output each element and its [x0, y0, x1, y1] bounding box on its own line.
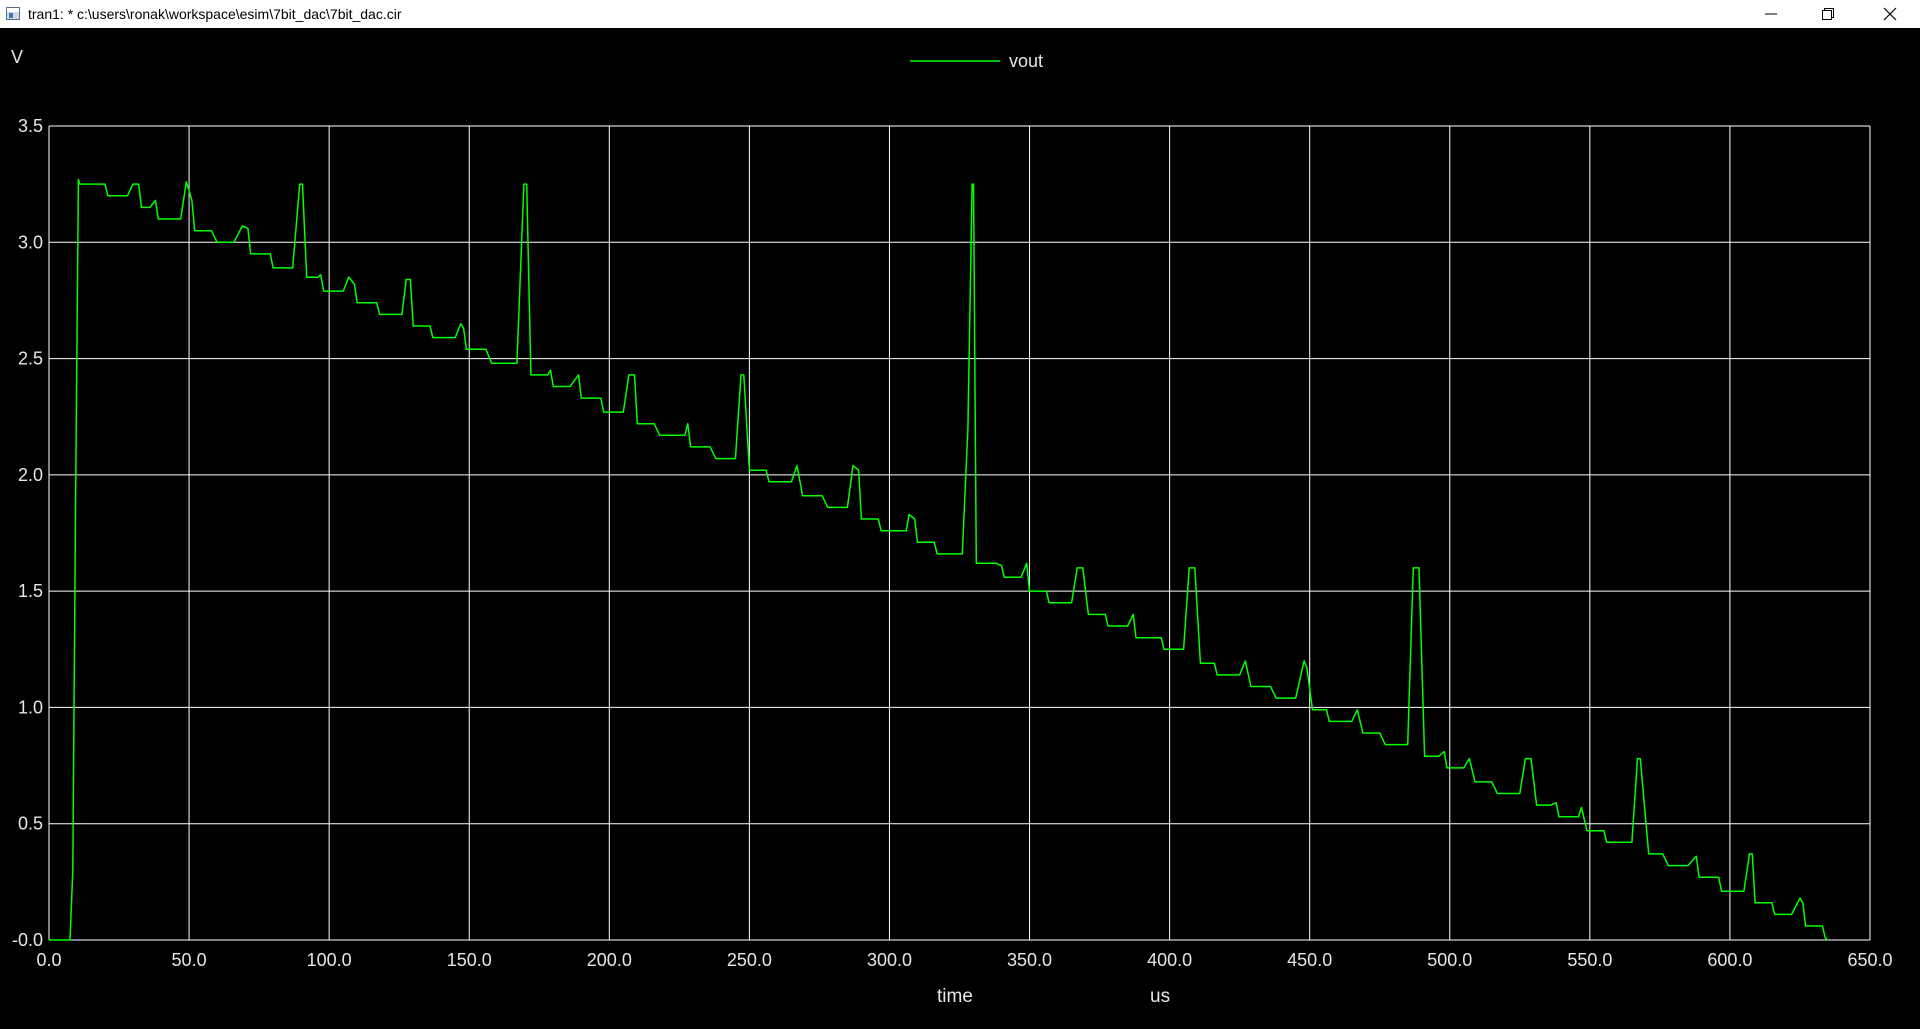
tick-labels: 0.0 50.0 100.0 150.0 200.0 250.0 300.0 350.0 400…	[12, 116, 1893, 970]
app-icon	[6, 7, 20, 20]
x-tick-label: 250.0	[727, 950, 772, 970]
y-tick-label: 2.0	[18, 465, 43, 485]
restore-button[interactable]	[1800, 0, 1856, 28]
x-tick-label: 500.0	[1427, 950, 1472, 970]
x-tick-label: 600.0	[1707, 950, 1752, 970]
x-tick-label: 100.0	[307, 950, 352, 970]
x-tick-label: 450.0	[1287, 950, 1332, 970]
y-axis-label: V	[11, 47, 23, 67]
x-tick-label: 400.0	[1147, 950, 1192, 970]
x-axis-label: time	[937, 986, 973, 1007]
close-icon	[1883, 7, 1897, 21]
x-tick-label: 150.0	[447, 950, 492, 970]
x-tick-label: 300.0	[867, 950, 912, 970]
x-axis-unit: us	[1150, 986, 1170, 1007]
series-line-vout	[49, 178, 1829, 941]
minimize-icon	[1765, 13, 1777, 15]
y-tick-label: 3.0	[18, 232, 43, 252]
grid	[48, 125, 1871, 941]
x-tick-label: 550.0	[1567, 950, 1612, 970]
window-title-bar[interactable]: tran1: * c:\users\ronak\workspace\esim\7…	[0, 0, 1920, 28]
restore-icon	[1822, 8, 1834, 20]
y-tick-label: 3.5	[18, 116, 43, 136]
waveform-plot[interactable]: 0.0 50.0 100.0 150.0 200.0 250.0 300.0 350.0 400…	[0, 28, 1920, 1029]
legend: vout	[910, 51, 1043, 71]
window-title: tran1: * c:\users\ronak\workspace\esim\7…	[28, 6, 402, 22]
y-tick-label: 1.0	[18, 697, 43, 717]
x-tick-label: 200.0	[587, 950, 632, 970]
x-tick-label: 650.0	[1847, 950, 1892, 970]
y-tick-label: 2.5	[18, 349, 43, 369]
y-tick-label: 0.5	[18, 814, 43, 834]
minimize-button[interactable]	[1743, 0, 1799, 28]
y-tick-label: -0.0	[12, 930, 43, 950]
y-tick-label: 1.5	[18, 581, 43, 601]
close-button[interactable]	[1862, 0, 1918, 28]
x-tick-label: 0.0	[36, 950, 61, 970]
x-tick-label: 350.0	[1007, 950, 1052, 970]
x-tick-label: 50.0	[172, 950, 207, 970]
legend-label-vout: vout	[1009, 51, 1043, 71]
